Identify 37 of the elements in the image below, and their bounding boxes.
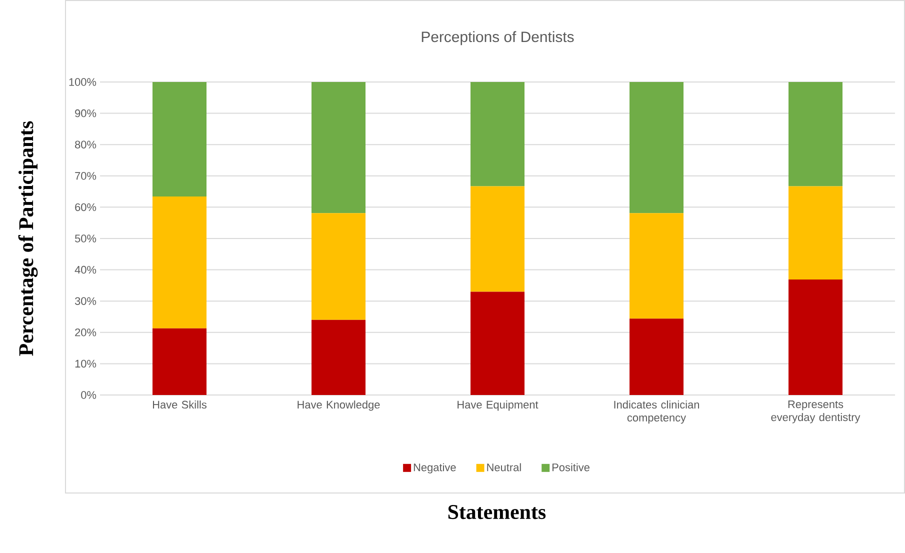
y-axis-title: Percentage of Participants — [18, 121, 38, 356]
y-tick-label: 40% — [74, 266, 96, 274]
bar — [312, 213, 366, 320]
bar — [312, 320, 366, 395]
y-tick-label: 50% — [74, 234, 96, 242]
bar — [470, 292, 525, 395]
y-tick-label: 80% — [75, 140, 96, 148]
bar — [788, 279, 843, 395]
bar — [630, 318, 684, 395]
x-axis-title: Statements — [448, 505, 546, 520]
bar — [788, 186, 843, 280]
bar — [470, 186, 525, 292]
legend-label: Positive — [552, 463, 590, 472]
x-tick-label: Have Equipment — [458, 400, 538, 411]
x-tick-label: Indicates clinician competency — [614, 400, 700, 424]
legend-label: Negative — [414, 463, 456, 474]
y-tick-label: 0% — [81, 391, 96, 399]
y-tick-label: 10% — [75, 360, 96, 368]
y-tick-label: 100% — [69, 78, 96, 86]
y-tick-label: 60% — [75, 203, 96, 212]
y-tick-label: 20% — [75, 328, 96, 336]
chart-title: Perceptions of Dentists — [422, 31, 574, 46]
bar — [630, 82, 684, 214]
x-tick-label: Have Knowledge — [298, 400, 380, 411]
bar — [630, 213, 684, 319]
bar — [470, 82, 525, 186]
y-tick-label: 70% — [75, 172, 96, 180]
bar — [788, 82, 843, 186]
legend-label: Neutral — [487, 463, 521, 472]
y-tick-label: 90% — [75, 109, 96, 118]
bar — [312, 82, 366, 214]
x-tick-label: Represents everyday dentistry — [771, 400, 860, 424]
x-tick-label: Have Skills — [153, 400, 206, 409]
bar — [152, 196, 207, 328]
bar — [152, 328, 207, 395]
bar — [152, 82, 207, 197]
y-tick-label: 30% — [74, 297, 96, 305]
